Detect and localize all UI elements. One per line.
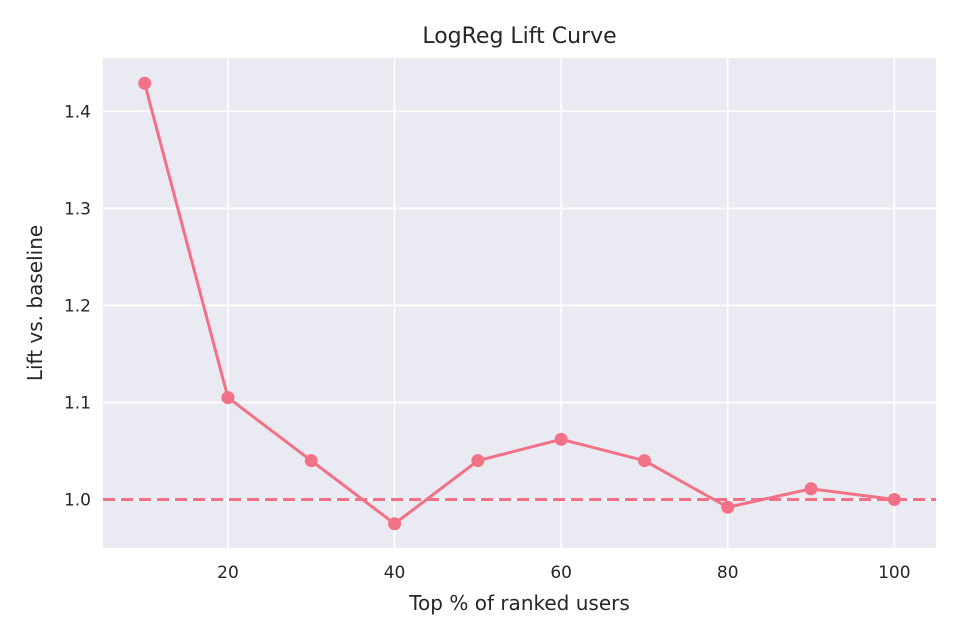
series-group <box>138 76 901 531</box>
x-tick-label: 60 <box>550 563 572 583</box>
data-point <box>637 454 651 468</box>
data-point <box>471 454 485 468</box>
data-point <box>138 76 152 90</box>
y-tick-label: 1.2 <box>64 296 91 316</box>
tick-labels: 20 40 60 80 100 1.0 1.1 1.2 1.3 1.4 <box>64 102 911 583</box>
x-tick-label: 100 <box>878 563 910 583</box>
x-tick-label: 20 <box>217 563 239 583</box>
data-point <box>554 432 568 446</box>
x-axis-label: Top % of ranked users <box>408 591 630 615</box>
x-tick-label: 80 <box>717 563 739 583</box>
y-tick-label: 1.0 <box>64 490 91 510</box>
data-point <box>721 500 735 514</box>
y-tick-label: 1.4 <box>64 102 91 122</box>
series-line <box>143 82 895 526</box>
data-point <box>388 517 402 531</box>
y-axis-label: Lift vs. baseline <box>23 225 47 381</box>
data-point <box>804 482 818 496</box>
data-point <box>304 454 318 468</box>
y-tick-label: 1.3 <box>64 199 91 219</box>
chart-title: LogReg Lift Curve <box>422 24 616 49</box>
data-point <box>887 492 901 506</box>
x-tick-label: 40 <box>384 563 406 583</box>
data-point <box>221 391 235 405</box>
y-tick-label: 1.1 <box>64 393 91 413</box>
plot-area <box>103 58 936 548</box>
